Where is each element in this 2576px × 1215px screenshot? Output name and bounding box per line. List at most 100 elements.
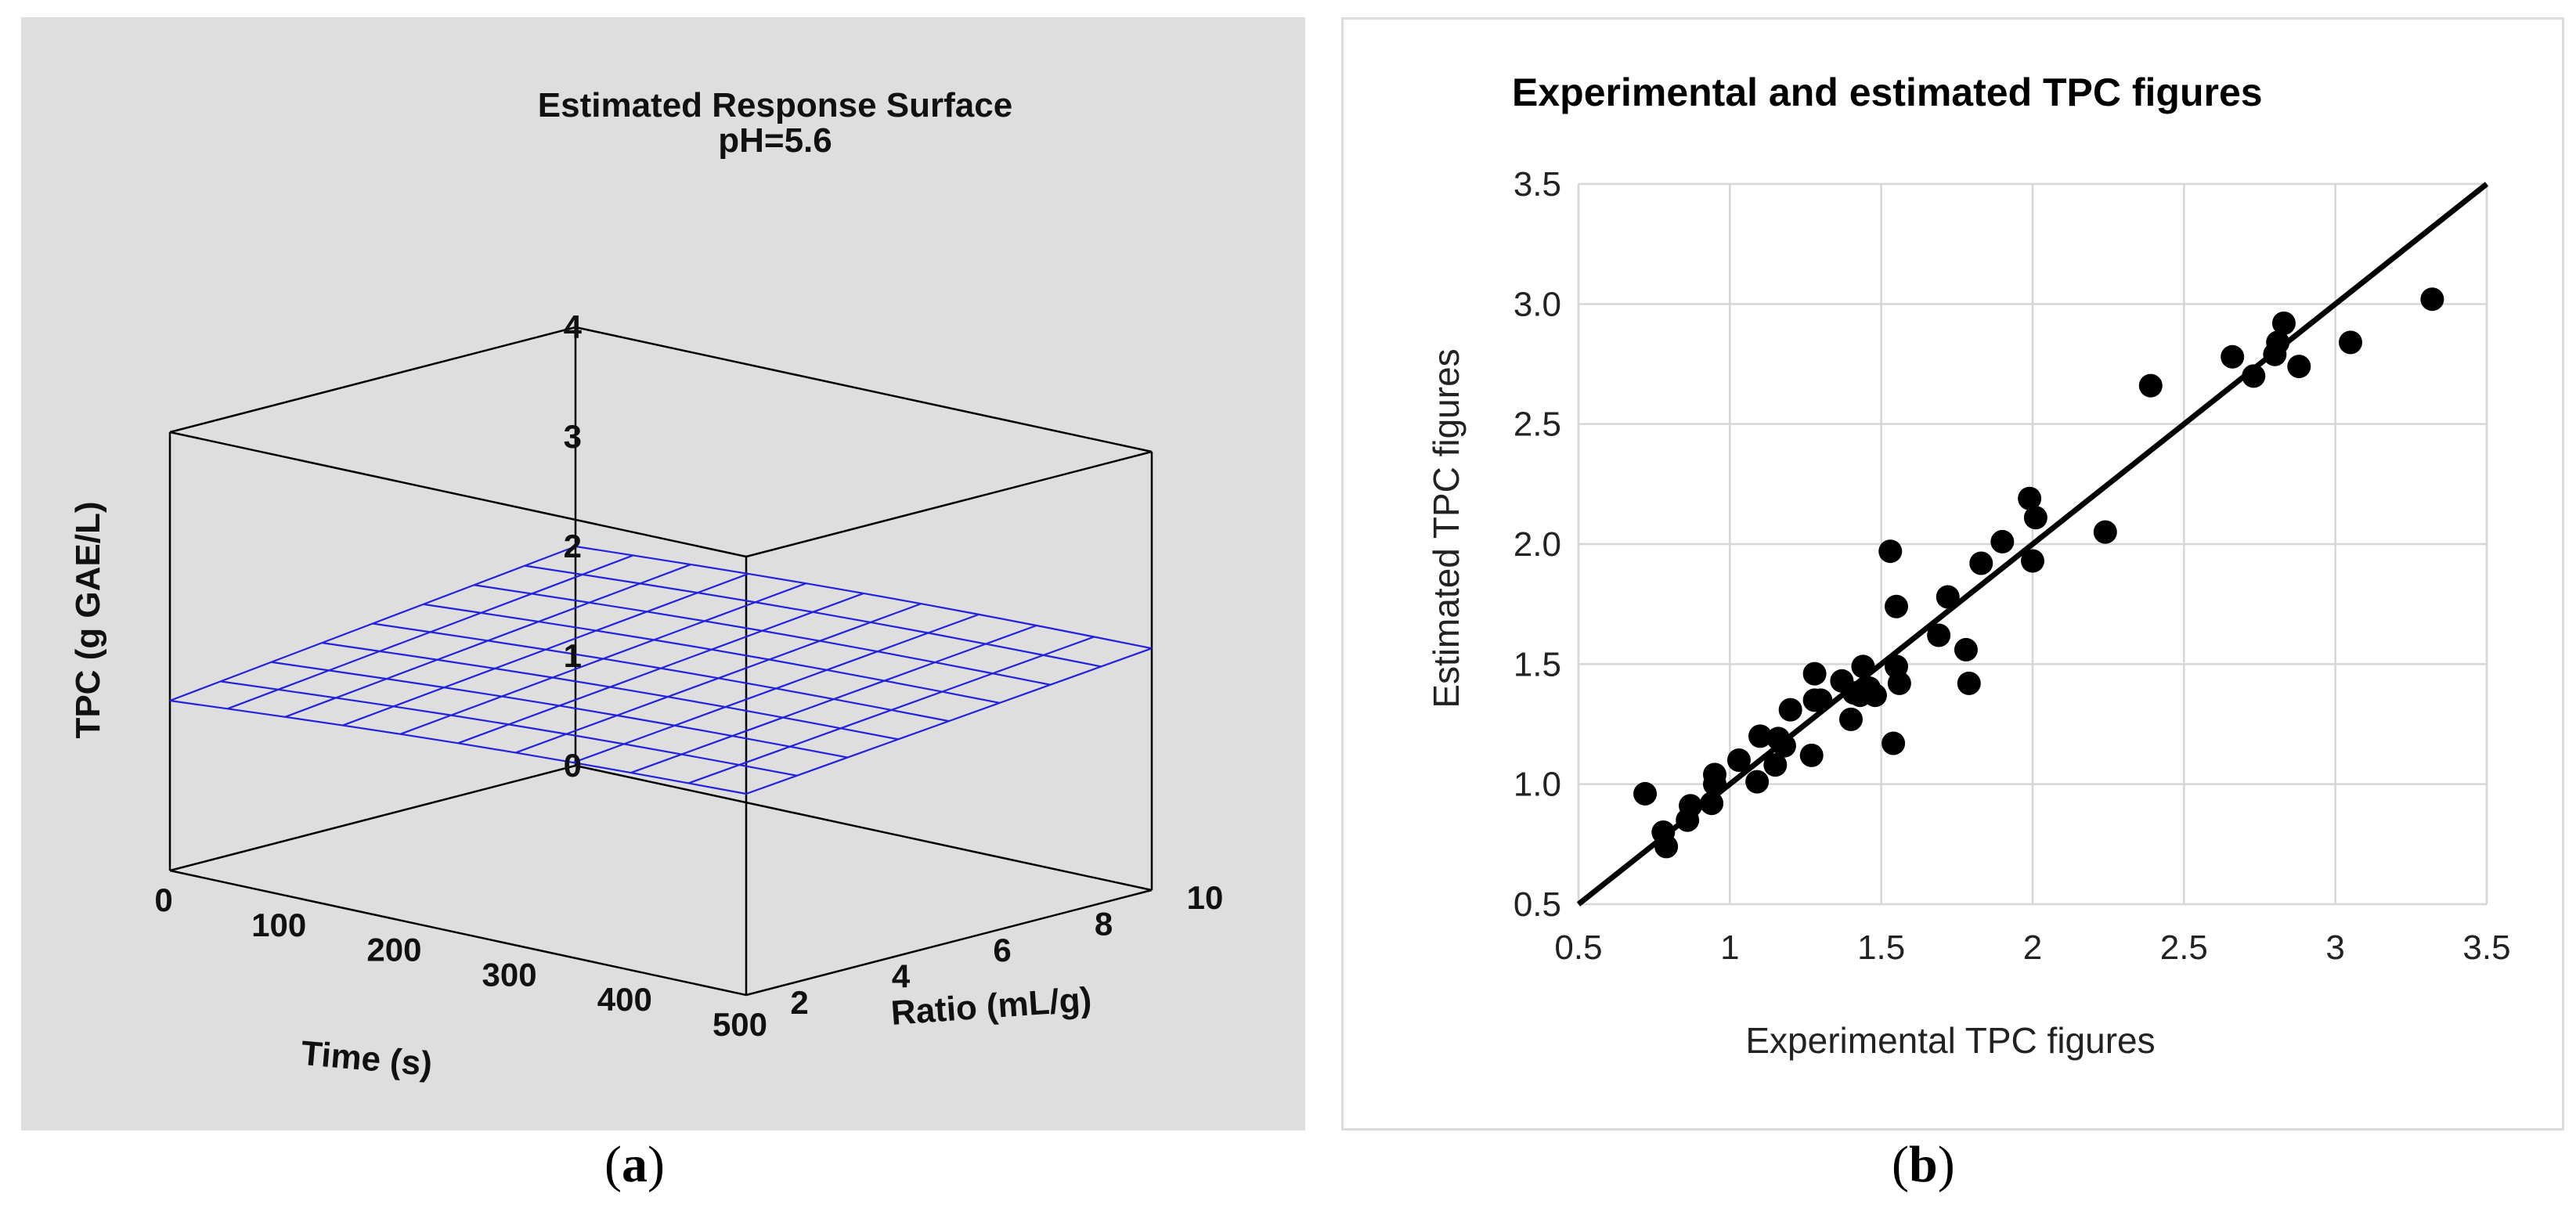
box-edge [745, 450, 1153, 558]
y-axis-label: Estimated TPC figures [1426, 348, 1467, 708]
data-point [2287, 355, 2311, 379]
data-point [1887, 671, 1911, 695]
y-tick-label: 4 [892, 958, 911, 995]
y-tick-label: 10 [1187, 879, 1224, 916]
surface-chart-panel: Estimated Response Surface pH=5.6 0 1 2 3 4 0… [21, 17, 1305, 1130]
data-point [1927, 623, 1951, 647]
data-point [1654, 835, 1679, 859]
data-point [1748, 724, 1772, 748]
data-points [1633, 287, 2444, 859]
surface-time-line [342, 572, 749, 726]
surface-time-line [457, 592, 864, 745]
data-point [1703, 763, 1726, 787]
data-point [2221, 344, 2245, 369]
surface-time-line [745, 647, 1153, 795]
y-tick-label: 2 [790, 984, 808, 1021]
x-tick-label: 200 [366, 932, 421, 968]
surface-time-line [284, 564, 691, 718]
data-point [2271, 311, 2296, 335]
box-edge [169, 431, 747, 558]
data-point [1969, 551, 1993, 575]
surface-chart: Estimated Response Surface pH=5.6 0 1 2 3 4 0… [69, 86, 1223, 1083]
chart-gridlines [1577, 182, 2488, 906]
x-tick-label: 0 [154, 882, 172, 918]
x-tick-label: 100 [251, 907, 306, 943]
y-axis-label: Ratio (mL/g) [889, 980, 1092, 1033]
scatter-chart-title: Experimental and estimated TPC figures [1512, 70, 2263, 114]
surface-ratio-line [575, 545, 1153, 650]
data-point [1863, 683, 1887, 708]
x-tick-label: 0.5 [1554, 928, 1602, 967]
data-point [1745, 770, 1770, 794]
z-tick-label: 2 [564, 528, 582, 564]
box-edge [575, 326, 1153, 453]
z-axis-label: TPC (g GAE/L) [69, 501, 107, 738]
data-point [1809, 688, 1833, 712]
axis-ticks: 0 1 2 3 4 0 100 200 300 400 500 2 4 6 8 10 [154, 308, 1223, 1043]
axis-ticks: 0.5 1 1.5 2 2.5 3 3.5 0.5 1.0 1.5 2.0 2.5 3.0 3.5 [1513, 165, 2511, 967]
surface-ratio-line [271, 661, 848, 759]
data-point [1990, 529, 2015, 553]
z-tick-label: 4 [564, 308, 583, 345]
x-tick-label: 300 [482, 956, 537, 993]
x-tick-label: 1.5 [1857, 928, 1905, 967]
x-axis-label: Time (s) [299, 1034, 434, 1083]
surface-time-line [515, 603, 922, 754]
scatter-chart-panel: Experimental and estimated TPC figures 0… [1341, 17, 2564, 1130]
surface-ratio-line [169, 699, 747, 795]
panel-a-caption: (a) [604, 1136, 665, 1193]
y-tick-label: 3.5 [1513, 165, 1561, 204]
data-point [2021, 549, 2044, 573]
box-edge [745, 889, 1153, 997]
data-point [2420, 287, 2444, 312]
x-tick-label: 1 [1720, 928, 1739, 967]
x-axis-label: Experimental TPC figures [1745, 1020, 2155, 1061]
scatter-chart: Experimental and estimated TPC figures 0… [1426, 70, 2511, 1061]
surface-time-line [630, 624, 1037, 774]
data-point [2242, 364, 2266, 388]
data-point [2023, 506, 2047, 530]
y-tick-label: 0.5 [1513, 885, 1561, 924]
surface-time-line [400, 582, 806, 735]
data-point [1679, 794, 1703, 818]
surface-ratio-line [525, 564, 1102, 668]
box-edge [169, 764, 576, 872]
data-point [2266, 330, 2290, 355]
y-tick-label: 1.0 [1513, 766, 1561, 804]
y-tick-label: 6 [993, 932, 1011, 968]
surface-time-line [227, 554, 633, 710]
data-point [1885, 594, 1908, 618]
data-point [1633, 781, 1658, 806]
data-point [1700, 791, 1724, 816]
data-point [1799, 743, 1824, 767]
x-tick-label: 3.5 [2462, 928, 2510, 967]
x-tick-label: 500 [713, 1006, 767, 1043]
z-tick-label: 1 [564, 637, 582, 674]
regression-line [1576, 182, 2489, 907]
surface-chart-title: Estimated Response Surface [538, 86, 1012, 124]
data-point [2093, 520, 2117, 544]
data-point [1878, 539, 1903, 564]
box-edge [169, 869, 747, 997]
data-point [1763, 753, 1788, 777]
y-tick-label: 2.5 [1513, 406, 1561, 444]
surface-time-line [688, 636, 1095, 784]
surface-ratio-line [322, 642, 899, 741]
box-edge [575, 764, 1153, 892]
data-point [1839, 707, 1863, 731]
data-point [1954, 637, 1978, 662]
data-point [1772, 734, 1796, 758]
surface-time-line [572, 613, 980, 764]
data-point [1881, 731, 1906, 755]
panel-a-letter: a [621, 1136, 648, 1193]
z-tick-label: 0 [564, 747, 582, 784]
surface-chart-subtitle: pH=5.6 [718, 121, 832, 160]
data-point [1802, 662, 1827, 686]
panel-b-caption: (b) [1892, 1136, 1955, 1193]
data-point [2339, 330, 2362, 355]
data-point [2138, 373, 2163, 398]
fit-line [1576, 182, 2489, 907]
z-tick-label: 3 [564, 418, 582, 455]
surface-time-line [169, 545, 576, 702]
y-tick-label: 1.5 [1513, 645, 1561, 683]
